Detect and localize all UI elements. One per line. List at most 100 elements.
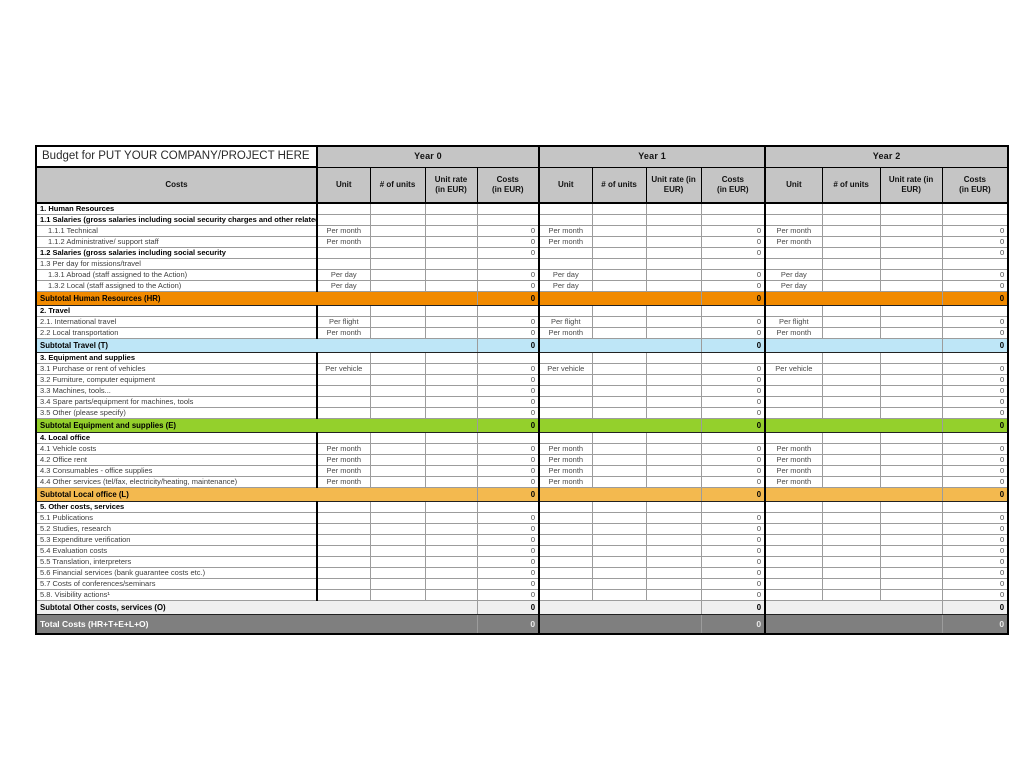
cell-num-units-year1[interactable] [591, 316, 647, 328]
cell-unit-rate-year1[interactable] [645, 225, 702, 237]
cell-unit-year2[interactable] [764, 396, 823, 408]
cell-unit-rate-year0[interactable] [424, 556, 478, 568]
cell-unit-year0[interactable]: Per month [316, 443, 371, 455]
cell-costs-year0[interactable]: 0 [476, 236, 540, 248]
cell-unit-year1[interactable] [538, 567, 593, 579]
cell-costs-year0[interactable]: 0 [476, 512, 540, 524]
cell-costs-year2[interactable] [941, 258, 1009, 270]
cell-costs-year1[interactable]: 0 [700, 512, 766, 524]
cell-unit-year1[interactable]: Per day [538, 269, 593, 281]
cell-unit-year2[interactable] [764, 512, 823, 524]
cell-unit-year2[interactable]: Per vehicle [764, 363, 823, 375]
cell-unit-year1[interactable]: Per month [538, 225, 593, 237]
cell-unit-year1[interactable] [538, 385, 593, 397]
cell-unit-year0[interactable] [316, 589, 371, 601]
cell-costs-year0[interactable] [476, 258, 540, 270]
cell-costs-year1[interactable]: 0 [700, 465, 766, 477]
cell-unit-rate-year2[interactable] [879, 236, 943, 248]
cell-unit-rate-year0[interactable] [424, 567, 478, 579]
cell-costs-year0[interactable]: 0 [476, 589, 540, 601]
cell-unit-year2[interactable] [764, 214, 823, 226]
cell-costs-year0[interactable] [476, 202, 540, 215]
cell-unit-year1[interactable] [538, 352, 593, 364]
cell-unit-rate-year1[interactable] [645, 465, 702, 477]
cell-unit-rate-year1[interactable] [645, 589, 702, 601]
cell-unit-year0[interactable]: Per month [316, 225, 371, 237]
cell-num-units-year1[interactable] [591, 374, 647, 386]
cell-num-units-year1[interactable] [591, 407, 647, 419]
cell-unit-year2[interactable] [764, 385, 823, 397]
cell-num-units-year2[interactable] [821, 202, 881, 215]
cell-num-units-year2[interactable] [821, 512, 881, 524]
cell-unit-year1[interactable] [538, 512, 593, 524]
cell-unit-year0[interactable] [316, 258, 371, 270]
cell-unit-rate-year2[interactable] [879, 512, 943, 524]
cell-costs-year2[interactable]: 0 [941, 327, 1009, 339]
cell-num-units-year2[interactable] [821, 545, 881, 557]
cell-num-units-year2[interactable] [821, 523, 881, 535]
cell-costs-year1[interactable]: 0 [700, 589, 766, 601]
cell-unit-rate-year2[interactable] [879, 396, 943, 408]
cell-unit-rate-year1[interactable] [645, 512, 702, 524]
cell-num-units-year0[interactable] [369, 269, 426, 281]
cell-num-units-year2[interactable] [821, 258, 881, 270]
cell-num-units-year0[interactable] [369, 225, 426, 237]
cell-costs-year0[interactable]: 0 [476, 523, 540, 535]
cell-costs-year0[interactable]: 0 [476, 567, 540, 579]
cell-costs-year1[interactable]: 0 [700, 545, 766, 557]
cell-unit-rate-year1[interactable] [645, 545, 702, 557]
cell-num-units-year0[interactable] [369, 523, 426, 535]
cell-costs-year0[interactable]: 0 [476, 465, 540, 477]
cell-num-units-year0[interactable] [369, 454, 426, 466]
cell-num-units-year2[interactable] [821, 501, 881, 513]
cell-unit-rate-year0[interactable] [424, 501, 478, 513]
cell-unit-rate-year0[interactable] [424, 316, 478, 328]
cell-costs-year2[interactable] [941, 352, 1009, 364]
cell-unit-year2[interactable] [764, 534, 823, 546]
cell-num-units-year2[interactable] [821, 396, 881, 408]
cell-num-units-year0[interactable] [369, 214, 426, 226]
cell-unit-rate-year0[interactable] [424, 534, 478, 546]
cell-unit-rate-year0[interactable] [424, 236, 478, 248]
cell-unit-rate-year0[interactable] [424, 589, 478, 601]
cell-num-units-year1[interactable] [591, 454, 647, 466]
cell-costs-year2[interactable]: 0 [941, 385, 1009, 397]
cell-unit-year0[interactable] [316, 501, 371, 513]
cell-unit-year1[interactable] [538, 247, 593, 259]
cell-num-units-year1[interactable] [591, 476, 647, 488]
cell-costs-year0[interactable]: 0 [476, 396, 540, 408]
cell-num-units-year1[interactable] [591, 269, 647, 281]
cell-num-units-year0[interactable] [369, 545, 426, 557]
cell-unit-rate-year2[interactable] [879, 578, 943, 590]
cell-unit-rate-year2[interactable] [879, 523, 943, 535]
cell-costs-year1[interactable] [700, 501, 766, 513]
cell-unit-year1[interactable] [538, 556, 593, 568]
cell-num-units-year0[interactable] [369, 280, 426, 292]
cell-unit-rate-year1[interactable] [645, 214, 702, 226]
cell-num-units-year0[interactable] [369, 258, 426, 270]
cell-unit-year0[interactable]: Per month [316, 465, 371, 477]
cell-unit-rate-year1[interactable] [645, 236, 702, 248]
cell-costs-year0[interactable]: 0 [476, 454, 540, 466]
cell-costs-year2[interactable]: 0 [941, 567, 1009, 579]
cell-num-units-year2[interactable] [821, 236, 881, 248]
cell-costs-year0[interactable]: 0 [476, 407, 540, 419]
cell-costs-year0[interactable] [476, 305, 540, 317]
cell-unit-year2[interactable]: Per flight [764, 316, 823, 328]
cell-costs-year2[interactable]: 0 [941, 225, 1009, 237]
cell-unit-year2[interactable] [764, 247, 823, 259]
cell-num-units-year1[interactable] [591, 589, 647, 601]
cell-costs-year2[interactable]: 0 [941, 578, 1009, 590]
cell-unit-year0[interactable] [316, 556, 371, 568]
cell-costs-year0[interactable] [476, 432, 540, 444]
cell-num-units-year2[interactable] [821, 534, 881, 546]
cell-num-units-year0[interactable] [369, 501, 426, 513]
cell-unit-year1[interactable]: Per month [538, 454, 593, 466]
cell-unit-year2[interactable]: Per month [764, 225, 823, 237]
cell-unit-year0[interactable] [316, 512, 371, 524]
cell-unit-year2[interactable] [764, 556, 823, 568]
cell-num-units-year0[interactable] [369, 374, 426, 386]
cell-num-units-year1[interactable] [591, 236, 647, 248]
cell-unit-year1[interactable] [538, 374, 593, 386]
cell-unit-year2[interactable] [764, 432, 823, 444]
